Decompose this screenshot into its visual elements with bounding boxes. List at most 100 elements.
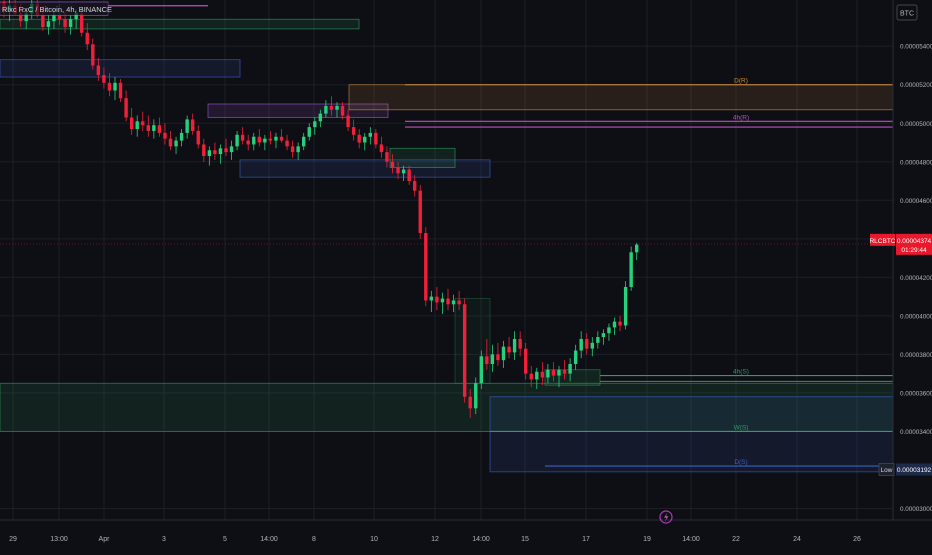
header-backdrop: [0, 3, 108, 15]
candle-body: [240, 134, 245, 141]
candle-47: [263, 134, 267, 151]
candle-110: [612, 317, 617, 336]
candle-body: [129, 117, 134, 130]
lightning-icon[interactable]: [659, 510, 673, 524]
time-tick-1: 13:00: [50, 536, 68, 543]
candles: [2, 0, 639, 418]
candle-26: [146, 115, 150, 137]
candle-35: [196, 125, 200, 149]
zones: [0, 1, 894, 473]
price-axis[interactable]: [893, 0, 932, 520]
candle-23: [129, 107, 134, 135]
candle-body: [91, 44, 95, 66]
candle-body: [18, 13, 23, 22]
candle-66: [368, 127, 372, 145]
candle-body: [135, 121, 139, 130]
price-tick-1: 0.00005200: [900, 82, 932, 89]
candle-67: [374, 129, 378, 149]
level-labels: D(R) 4h(R) 4h(S) W(S) D(S): [405, 78, 893, 467]
candle-body: [607, 327, 611, 334]
candle-42: [235, 130, 239, 151]
candle-body: [451, 300, 456, 305]
candle-body: [196, 130, 200, 145]
candle-body: [385, 152, 389, 162]
candle-body: [141, 121, 145, 126]
candle-body: [635, 244, 639, 253]
last-price-value: 0.00004374: [897, 238, 932, 245]
currency-label: BTC: [900, 11, 914, 18]
candle-body: [202, 144, 206, 156]
candle-37: [207, 146, 212, 166]
candle-54: [302, 132, 306, 151]
candle-99: [551, 362, 556, 382]
time-tick-9: 14:00: [472, 536, 490, 543]
candle-body: [407, 169, 411, 182]
low-value: 0.00003192: [897, 467, 932, 474]
candle-body: [285, 140, 289, 147]
candle-62: [346, 109, 350, 131]
candle-8: [46, 15, 51, 35]
candle-16: [91, 38, 95, 70]
currency-badge[interactable]: BTC: [896, 4, 918, 21]
candle-69: [385, 146, 389, 168]
candle-body: [207, 150, 212, 156]
candle-100: [557, 365, 561, 388]
candle-107: [596, 331, 600, 349]
candle-body: [213, 150, 217, 155]
zone-blue-bottom: [489, 396, 894, 473]
candle-body: [302, 136, 306, 147]
time-tick-13: 14:00: [682, 536, 700, 543]
candle-body: [257, 136, 261, 143]
level-label-2: 4h(S): [733, 369, 749, 376]
candle-50: [279, 129, 284, 143]
candle-body: [218, 148, 223, 155]
candle-71: [396, 161, 400, 180]
time-tick-2: Apr: [99, 536, 111, 543]
candle-112: [623, 281, 628, 330]
candle-body: [568, 364, 572, 374]
candle-body: [629, 252, 633, 287]
candle-body: [296, 146, 300, 153]
candle-97: [540, 362, 545, 386]
low-label-badge: [878, 463, 895, 476]
time-axis[interactable]: [0, 520, 932, 550]
candle-body: [346, 115, 350, 128]
candle-90: [501, 340, 506, 368]
candle-19: [107, 73, 112, 97]
candle-countdown: 01:29:44: [901, 247, 927, 254]
candle-87: [485, 338, 489, 370]
candle-36: [202, 138, 206, 162]
candle-body: [191, 119, 195, 131]
candle-body: [102, 75, 106, 83]
candle-body: [573, 350, 578, 364]
candle-78: [435, 286, 439, 311]
candle-body: [96, 65, 101, 76]
candle-body: [507, 346, 511, 353]
candle-82: [457, 290, 461, 311]
time-tick-12: 19: [643, 536, 651, 543]
zone-blue-upper: [0, 59, 241, 78]
time-tick-4: 5: [223, 536, 227, 543]
candle-body: [485, 356, 489, 364]
candle-body: [246, 140, 250, 145]
zone-green-mid: [389, 147, 456, 168]
zone-green-top: [0, 18, 360, 30]
candle-body: [307, 127, 311, 137]
zone-blue-mid: [239, 159, 491, 178]
candle-body: [468, 396, 472, 409]
candle-body: [462, 304, 467, 397]
candle-body: [623, 286, 628, 326]
symbol-title[interactable]: Rlxc RxC / Bitcoin, 4h, BINANCE: [2, 5, 112, 14]
candle-body: [318, 113, 323, 122]
candle-body: [618, 321, 622, 326]
time-tick-15: 24: [793, 536, 801, 543]
candle-76: [424, 227, 428, 307]
price-tick-6: 0.00004200: [900, 275, 932, 282]
candle-41: [229, 140, 234, 160]
candle-58: [324, 100, 328, 118]
candle-30: [168, 130, 173, 151]
candle-56: [313, 117, 317, 135]
level-label-0: D(R): [734, 78, 748, 85]
